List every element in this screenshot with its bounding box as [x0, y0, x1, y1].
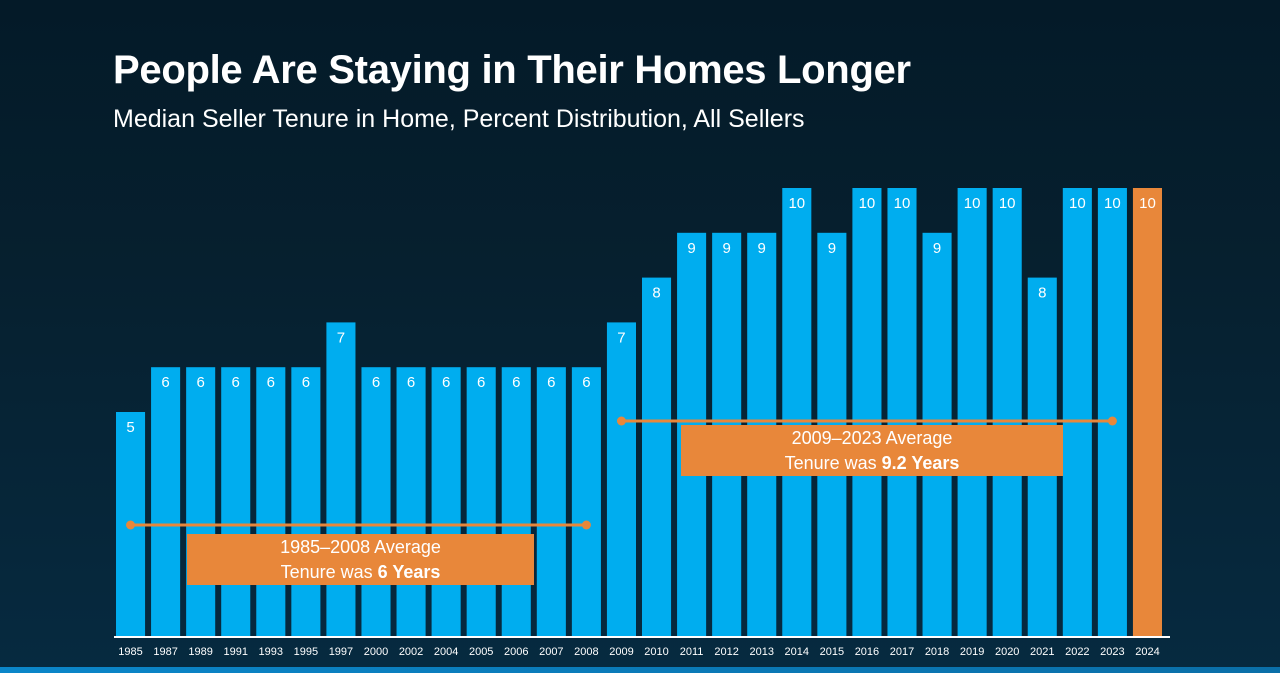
- callout-avg-1985-2008: 1985–2008 Average Tenure was 6 Years: [187, 534, 534, 585]
- x-tick-label-2010: 2010: [644, 646, 668, 658]
- bar-2006: [501, 367, 531, 636]
- callout-line2: Tenure was 9.2 Years: [784, 452, 960, 473]
- x-tick-label-2007: 2007: [539, 646, 563, 658]
- callout-value: 9.2 Years: [881, 452, 960, 473]
- data-label-1997: 7: [337, 329, 345, 346]
- x-tick-label-1985: 1985: [118, 646, 142, 658]
- x-tick-label-2018: 2018: [925, 646, 949, 658]
- data-label-2011: 9: [687, 240, 695, 257]
- x-tick-label-1987: 1987: [153, 646, 177, 658]
- data-label-2010: 8: [652, 285, 660, 302]
- chart-title: People Are Staying in Their Homes Longer: [113, 48, 911, 92]
- x-tick-label-2017: 2017: [890, 646, 914, 658]
- callout-line1: 1985–2008 Average: [280, 536, 441, 557]
- x-tick-label-2008: 2008: [574, 646, 598, 658]
- average-line-start-marker: [616, 416, 626, 426]
- x-tick-label-1995: 1995: [294, 646, 318, 658]
- bar-1991: [221, 367, 251, 636]
- footer-accent-bar: [0, 667, 1280, 673]
- data-label-2008: 6: [582, 374, 590, 391]
- bar-1995: [291, 367, 321, 636]
- bar-2004: [431, 367, 461, 636]
- data-label-1989: 6: [196, 374, 204, 391]
- data-label-2004: 6: [442, 374, 450, 391]
- data-label-2009: 7: [617, 329, 625, 346]
- data-label-2007: 6: [547, 374, 555, 391]
- x-tick-label-2005: 2005: [469, 646, 493, 658]
- x-tick-label-2022: 2022: [1065, 646, 1089, 658]
- x-tick-label-2019: 2019: [960, 646, 984, 658]
- x-tick-label-2002: 2002: [399, 646, 423, 658]
- bar-2019: [957, 188, 987, 636]
- x-tick-label-2000: 2000: [364, 646, 388, 658]
- bar-2022: [1062, 188, 1092, 636]
- bar-2007: [536, 367, 566, 636]
- bar-2016: [852, 188, 882, 636]
- callout-value: 6 Years: [377, 561, 441, 582]
- bar-1987: [151, 367, 181, 636]
- data-label-2016: 10: [859, 195, 876, 212]
- x-tick-label-1993: 1993: [259, 646, 283, 658]
- bar-2023: [1097, 188, 1127, 636]
- data-label-2021: 8: [1038, 285, 1046, 302]
- x-tick-label-2009: 2009: [609, 646, 633, 658]
- bar-2005: [466, 367, 496, 636]
- bar-2008: [571, 367, 601, 636]
- data-label-2012: 9: [722, 240, 730, 257]
- data-label-2014: 10: [788, 195, 805, 212]
- bar-2002: [396, 367, 426, 636]
- bar-2014: [782, 188, 812, 636]
- bar-1997: [326, 322, 356, 636]
- chart-subtitle: Median Seller Tenure in Home, Percent Di…: [113, 105, 805, 133]
- data-label-2024: 10: [1139, 195, 1156, 212]
- data-label-2005: 6: [477, 374, 485, 391]
- data-label-1991: 6: [232, 374, 240, 391]
- x-tick-label-2023: 2023: [1100, 646, 1124, 658]
- x-tick-label-1997: 1997: [329, 646, 353, 658]
- data-label-1987: 6: [161, 374, 169, 391]
- bar-1989: [186, 367, 216, 636]
- bar-2020: [992, 188, 1022, 636]
- x-tick-label-1989: 1989: [188, 646, 212, 658]
- x-tick-label-2013: 2013: [749, 646, 773, 658]
- callout-line1: 2009–2023 Average: [791, 427, 953, 448]
- data-label-2015: 9: [828, 240, 836, 257]
- average-line-start-marker: [126, 520, 136, 530]
- data-label-2018: 9: [933, 240, 941, 257]
- x-tick-label-2012: 2012: [714, 646, 738, 658]
- data-label-2002: 6: [407, 374, 415, 391]
- data-label-2013: 9: [758, 240, 766, 257]
- data-label-2022: 10: [1069, 195, 1086, 212]
- data-label-1993: 6: [267, 374, 275, 391]
- bar-2000: [361, 367, 391, 636]
- x-tick-label-2020: 2020: [995, 646, 1019, 658]
- x-tick-label-2011: 2011: [680, 646, 704, 658]
- bar-2017: [887, 188, 917, 636]
- x-tick-label-2016: 2016: [855, 646, 879, 658]
- x-tick-label-1991: 1991: [223, 646, 247, 658]
- bar-1993: [256, 367, 286, 636]
- data-label-2000: 6: [372, 374, 380, 391]
- x-tick-label-2015: 2015: [820, 646, 844, 658]
- bar-2009: [606, 322, 636, 636]
- callout-line2: Tenure was 6 Years: [280, 561, 441, 582]
- average-line-end-marker: [581, 520, 591, 530]
- data-label-1995: 6: [302, 374, 310, 391]
- data-label-2023: 10: [1104, 195, 1121, 212]
- x-tick-label-2004: 2004: [434, 646, 458, 658]
- average-line-end-marker: [1107, 416, 1117, 426]
- x-tick-label-2024: 2024: [1135, 646, 1159, 658]
- data-label-1985: 5: [126, 419, 134, 436]
- x-tick-label-2014: 2014: [785, 646, 809, 658]
- callout-avg-2009-2023: 2009–2023 Average Tenure was 9.2 Years: [681, 425, 1063, 476]
- bar-2010: [642, 277, 672, 636]
- data-label-2020: 10: [999, 195, 1016, 212]
- bar-2024: [1132, 188, 1162, 636]
- x-tick-label-2006: 2006: [504, 646, 528, 658]
- data-label-2019: 10: [964, 195, 981, 212]
- x-tick-label-2021: 2021: [1030, 646, 1054, 658]
- data-label-2017: 10: [894, 195, 911, 212]
- data-label-2006: 6: [512, 374, 520, 391]
